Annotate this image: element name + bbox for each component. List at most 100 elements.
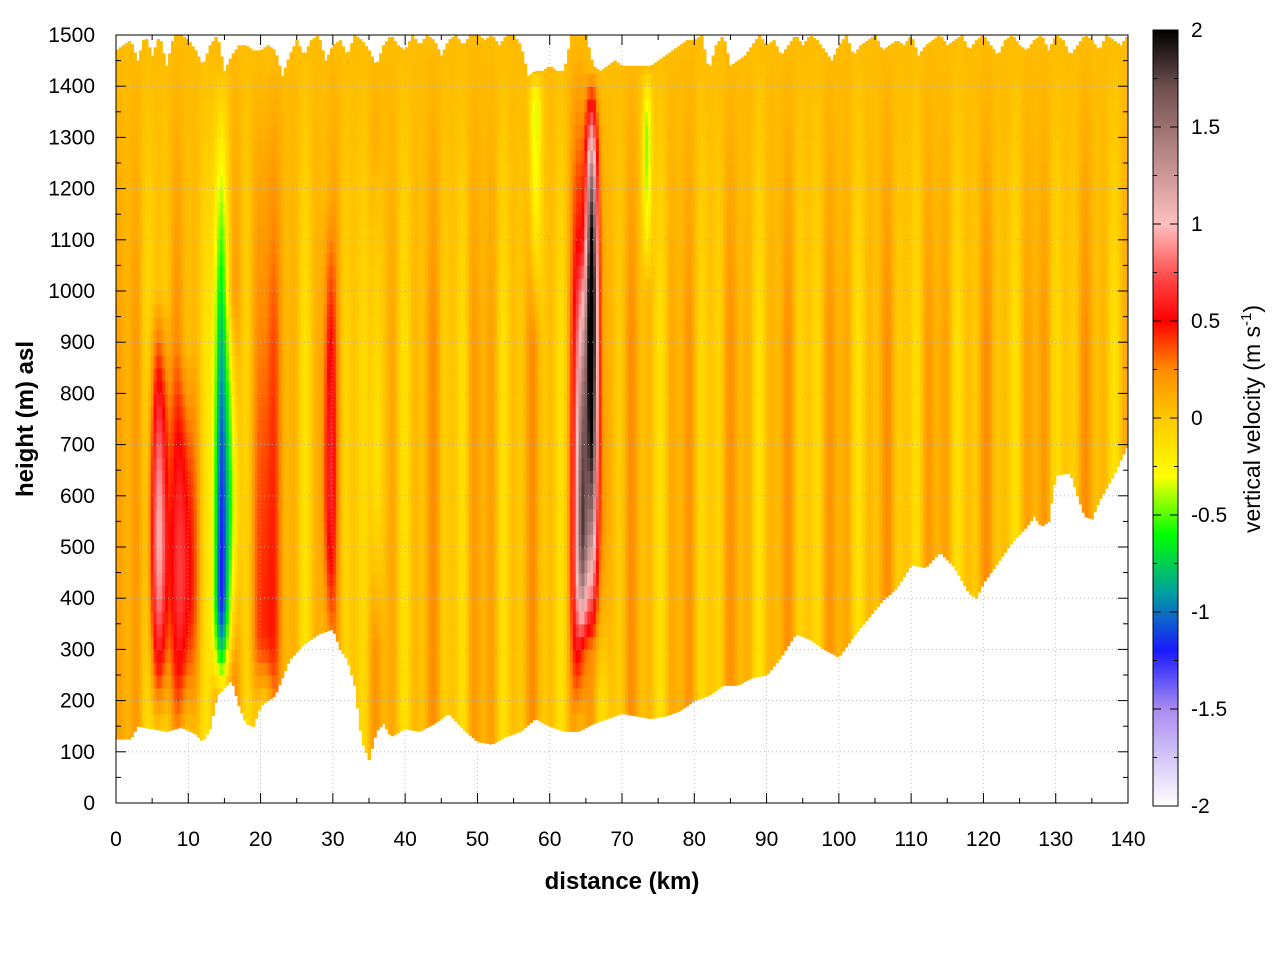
heat-cell xyxy=(118,47,123,62)
heat-cell xyxy=(150,111,155,126)
heat-cell xyxy=(165,508,169,522)
heat-cell xyxy=(127,124,132,138)
heat-cell xyxy=(150,700,155,714)
heat-cell xyxy=(185,726,189,731)
heat-cell xyxy=(179,662,184,676)
heat-cell xyxy=(124,124,129,138)
heat-cell xyxy=(176,188,181,202)
heat-cell xyxy=(191,291,195,305)
heat-cell xyxy=(136,265,140,279)
heat-cell xyxy=(121,214,126,228)
heat-cell xyxy=(124,60,129,74)
heat-cell xyxy=(179,188,184,202)
heat-cell xyxy=(150,329,155,343)
heat-cell xyxy=(124,252,129,266)
heat-cell xyxy=(165,559,169,574)
heat-cell xyxy=(124,265,129,279)
heat-cell xyxy=(173,687,178,702)
heat-cell xyxy=(191,163,195,177)
heat-cell xyxy=(116,201,120,215)
heat-cell xyxy=(176,572,181,586)
heat-cell xyxy=(139,508,143,522)
heat-cell xyxy=(176,508,181,522)
heat-cell xyxy=(165,111,169,126)
heat-cell xyxy=(130,687,134,702)
heat-cell xyxy=(144,713,149,727)
heat-cell xyxy=(162,508,166,522)
heat-cell xyxy=(136,649,140,663)
heat-cell xyxy=(170,585,175,599)
heat-cell xyxy=(182,163,186,177)
heat-cell xyxy=(130,227,134,241)
heat-cell xyxy=(173,572,178,586)
heat-cell xyxy=(176,316,181,330)
heat-cell xyxy=(156,265,160,279)
heat-cell xyxy=(168,303,172,318)
heat-cell xyxy=(147,636,152,650)
heat-cell xyxy=(173,137,178,151)
heat-cell xyxy=(130,700,134,714)
heat-cell xyxy=(139,201,143,215)
heat-cell xyxy=(127,687,132,702)
heat-cell xyxy=(185,86,189,100)
heat-cell xyxy=(176,291,181,305)
heat-cell xyxy=(179,278,184,292)
heat-cell xyxy=(173,431,178,446)
heat-cell xyxy=(191,380,195,394)
heat-cell xyxy=(182,598,186,612)
heat-cell xyxy=(153,483,158,497)
heat-cell xyxy=(133,700,137,714)
heat-cell xyxy=(156,687,160,702)
heat-cell xyxy=(185,111,189,126)
heat-cell xyxy=(147,60,152,74)
heat-cell xyxy=(179,559,184,574)
heat-cell xyxy=(156,675,160,689)
heat-cell xyxy=(182,329,186,343)
heat-cell xyxy=(179,265,184,279)
heat-cell xyxy=(188,726,192,732)
heat-cell xyxy=(124,380,129,394)
heat-cell xyxy=(159,41,163,49)
heat-cell xyxy=(144,623,149,638)
heat-cell xyxy=(173,662,178,676)
heat-cell xyxy=(156,700,160,714)
heat-cell xyxy=(179,393,184,407)
heat-cell xyxy=(185,39,189,49)
heat-cell xyxy=(179,444,184,458)
heat-cell xyxy=(170,687,175,702)
heat-cell xyxy=(130,316,134,330)
heat-cell xyxy=(188,495,192,510)
heat-cell xyxy=(191,470,195,484)
heat-cell xyxy=(153,598,158,612)
heat-cell xyxy=(162,124,166,138)
heat-cell xyxy=(188,111,192,126)
heat-cell xyxy=(182,227,186,241)
heat-cell xyxy=(118,611,123,625)
heat-cell xyxy=(139,611,143,625)
heat-cell xyxy=(188,636,192,650)
heat-cell xyxy=(121,303,126,318)
heat-cell xyxy=(121,124,126,138)
heat-cell xyxy=(168,534,172,548)
heat-cell xyxy=(170,329,175,343)
heat-cell xyxy=(156,483,160,497)
heat-cell xyxy=(142,367,146,382)
heat-cell xyxy=(168,700,172,714)
heat-cell xyxy=(121,60,126,74)
heat-cell xyxy=(118,188,123,202)
heat-cell xyxy=(127,265,132,279)
heat-cell xyxy=(127,278,132,292)
heat-cell xyxy=(170,662,175,676)
heat-cell xyxy=(130,99,134,113)
heat-cell xyxy=(147,611,152,625)
heat-cell xyxy=(139,239,143,254)
heat-cell xyxy=(116,585,120,599)
heat-cell xyxy=(136,86,140,100)
heat-cell xyxy=(168,406,172,420)
heat-cell xyxy=(136,73,140,87)
heat-cell xyxy=(133,60,137,74)
heat-cell xyxy=(168,585,172,599)
heat-cell xyxy=(182,214,186,228)
heat-cell xyxy=(133,201,137,215)
heat-cell xyxy=(173,444,178,458)
